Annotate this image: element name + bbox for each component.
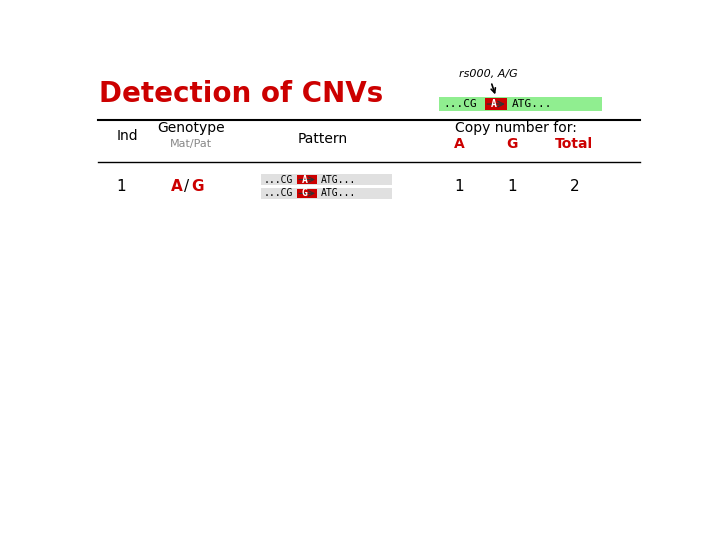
Text: ...CG: ...CG [264,174,293,185]
Text: G: G [192,179,204,194]
Text: /: / [184,179,189,194]
Text: A: A [171,179,183,194]
Text: A: A [454,137,464,151]
Text: Copy number for:: Copy number for: [455,121,577,135]
Text: ATG...: ATG... [512,99,552,109]
Text: 1: 1 [116,179,126,194]
Text: ATG...: ATG... [321,174,356,185]
Text: G: G [302,188,307,198]
Text: ATG...: ATG... [321,188,356,198]
Bar [297,176,317,184]
Text: A: A [491,99,497,109]
Text: ...CG: ...CG [264,188,293,198]
Text: 1: 1 [508,179,517,194]
Text: 2: 2 [570,179,579,194]
Text: Detection of CNVs: Detection of CNVs [99,80,384,108]
Text: Pattern: Pattern [297,132,348,146]
Bar [485,98,507,110]
Text: Total: Total [555,137,593,151]
Text: G: G [507,137,518,151]
Text: Ind: Ind [117,129,139,143]
Text: 1: 1 [454,179,464,194]
Text: rs000, A/G: rs000, A/G [459,69,518,93]
Text: Mat/Pat: Mat/Pat [170,139,212,149]
Bar [438,97,601,111]
Text: ...CG: ...CG [444,99,477,109]
Text: A: A [302,174,307,185]
Bar [261,174,392,185]
Text: Genotype: Genotype [157,121,225,135]
Bar [261,188,392,199]
Bar [297,189,317,198]
